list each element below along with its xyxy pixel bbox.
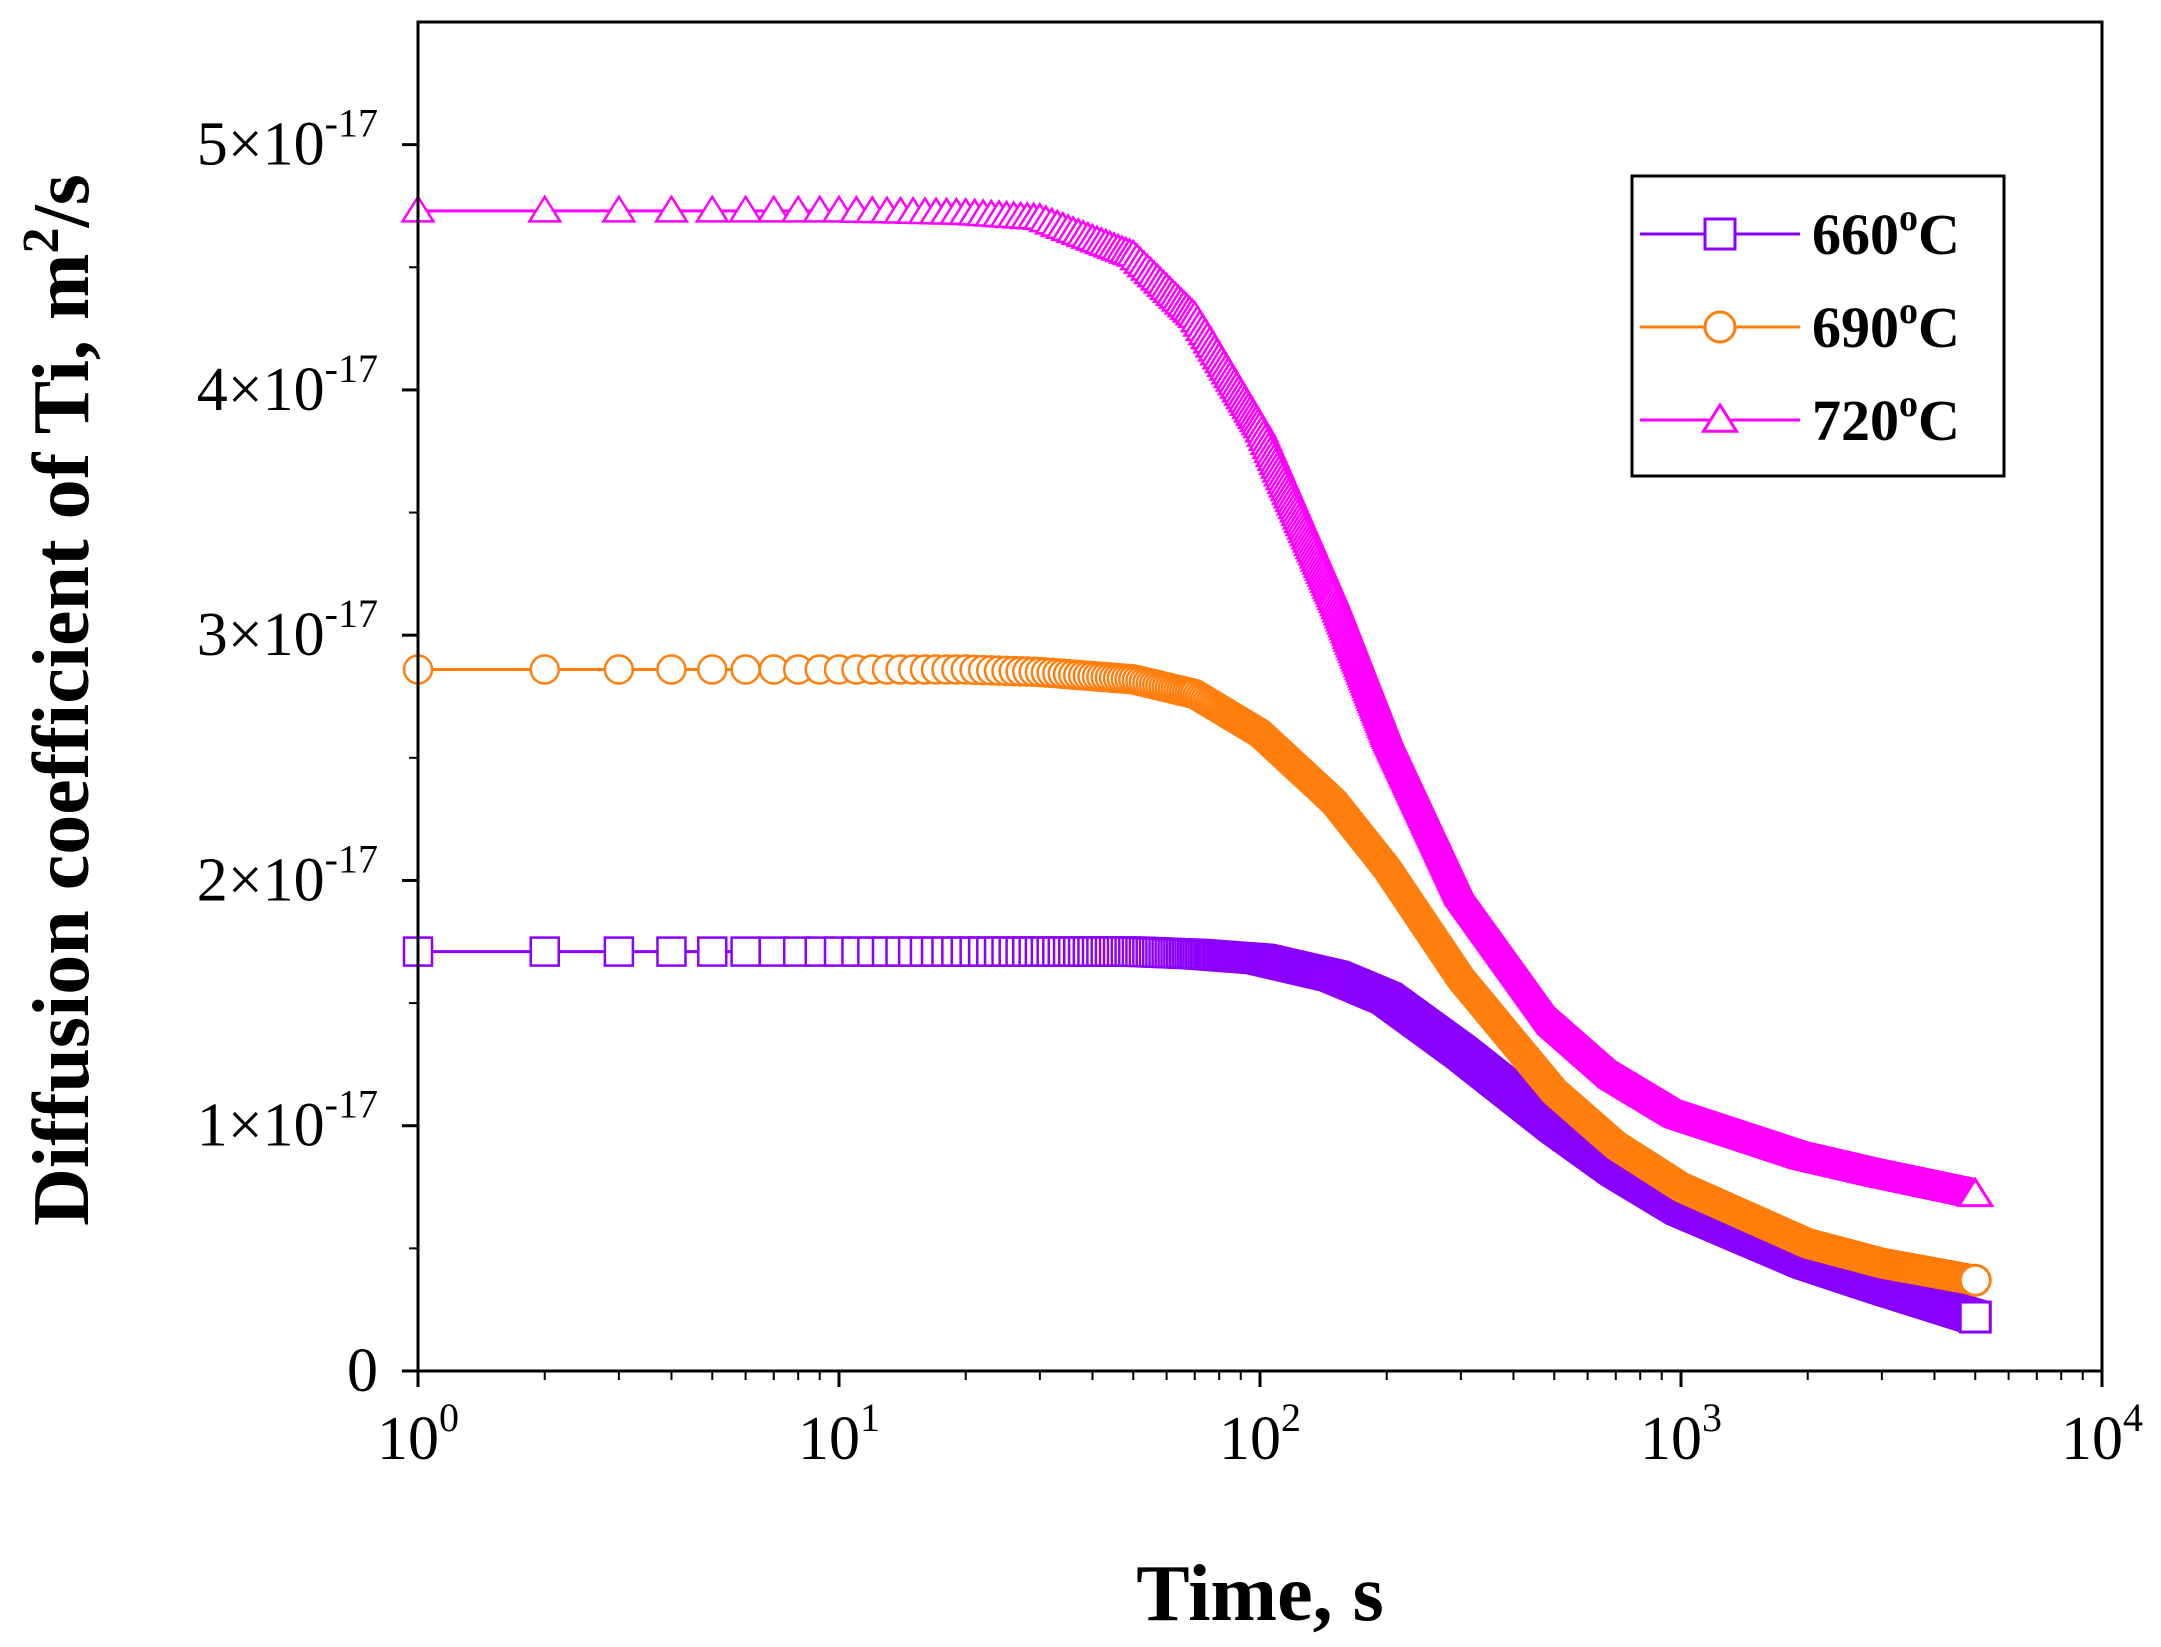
series-layer — [400, 194, 1995, 1334]
data-point — [730, 936, 761, 967]
data-point — [529, 936, 560, 967]
series-660 — [402, 936, 1992, 1334]
data-point — [656, 936, 687, 967]
data-point — [603, 936, 635, 967]
data-point — [697, 936, 728, 967]
